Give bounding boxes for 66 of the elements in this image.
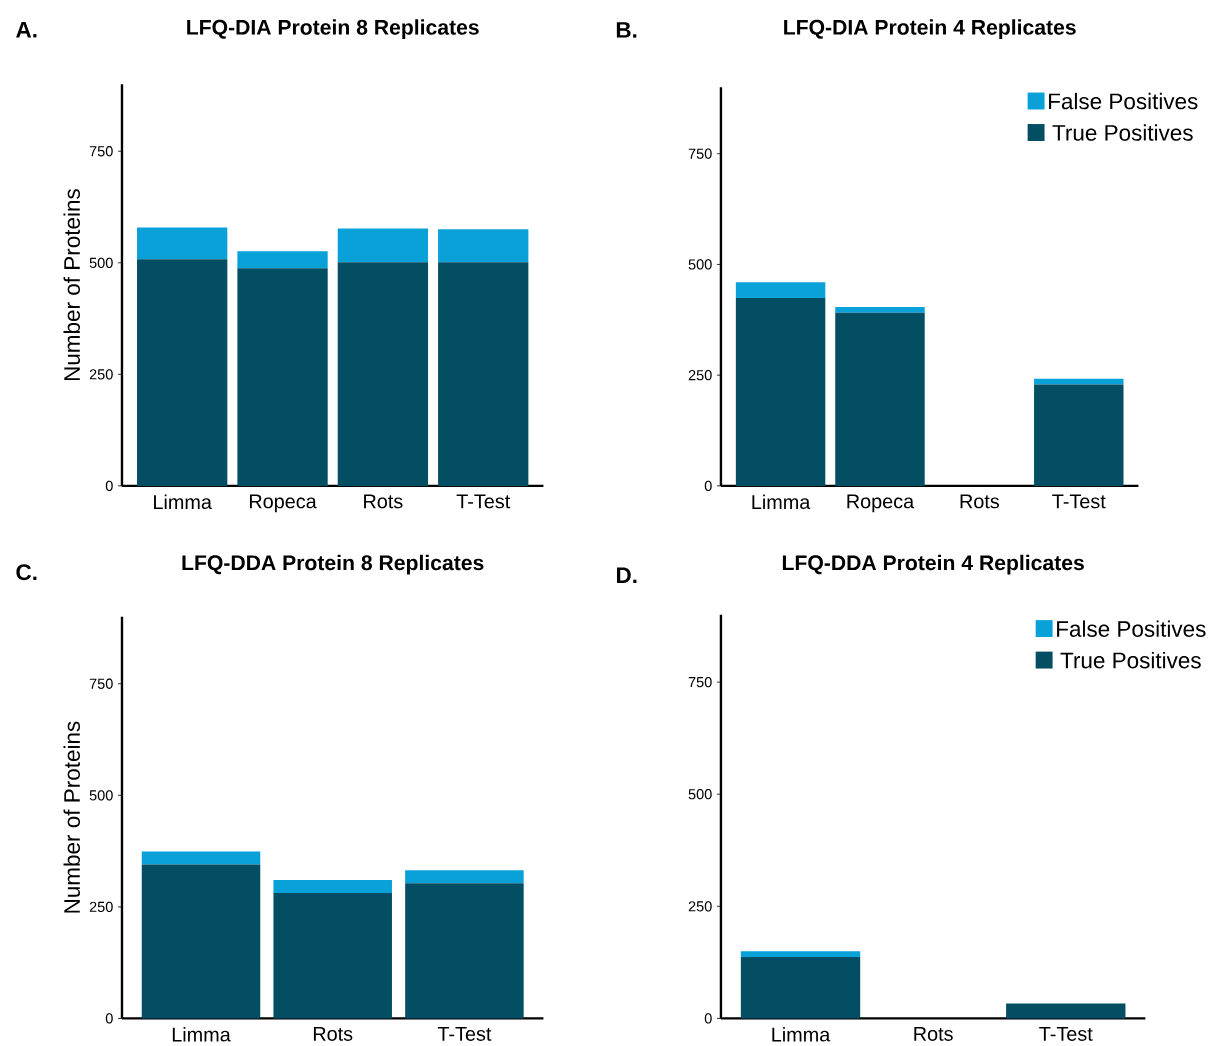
bar — [740, 956, 861, 1019]
y-tick-label: 750 — [89, 678, 113, 689]
bar — [735, 282, 826, 299]
bar — [337, 228, 429, 263]
chart-title: LFQ-DDA Protein 8 Replicates — [182, 554, 484, 575]
y-axis-title: Number of Proteins — [63, 189, 80, 381]
x-tick-label: Ropeca — [249, 494, 317, 513]
x-tick-label: Limma — [752, 494, 811, 510]
bar — [273, 880, 392, 894]
bar — [137, 227, 228, 260]
bar — [141, 851, 261, 865]
bar — [835, 306, 925, 313]
legend-label: False Positives — [1049, 92, 1198, 110]
bar — [405, 870, 524, 884]
y-tick-label: 0 — [105, 1013, 113, 1024]
bar — [438, 229, 529, 263]
y-tick-label: 500 — [688, 789, 712, 800]
bar — [438, 262, 529, 486]
chart-title: LFQ-DIA Protein 4 Replicates — [784, 19, 1076, 39]
legend-label: True Positives — [1060, 651, 1201, 669]
legend-label: True Positives — [1052, 124, 1193, 141]
bar — [740, 951, 861, 957]
legend-label: False Positives — [1057, 620, 1206, 637]
text: A. — [16, 21, 37, 38]
y-tick-label: 250 — [688, 370, 712, 381]
y-tick-label: 0 — [704, 480, 712, 492]
x-tick-label: Rots — [914, 1027, 953, 1041]
x-tick-label: T-Test — [437, 1027, 492, 1041]
y-tick-label: 500 — [688, 259, 712, 270]
bar — [237, 251, 328, 269]
y-tick-label: 500 — [89, 790, 113, 801]
x-tick-label: Rots — [960, 494, 1000, 509]
bar — [1034, 384, 1124, 486]
y-tick-label: 250 — [89, 369, 113, 380]
x-tick-label: Rots — [313, 1027, 353, 1041]
x-tick-label: T-Test — [456, 494, 511, 509]
x-tick-label: Rots — [364, 494, 403, 509]
bar — [835, 312, 925, 486]
bar — [273, 893, 392, 1019]
y-tick-label: 750 — [688, 148, 712, 159]
bar — [141, 864, 261, 1019]
x-tick-label: Limma — [172, 1027, 231, 1042]
bar — [405, 883, 524, 1019]
y-tick-label: 500 — [89, 257, 113, 268]
text: B. — [616, 22, 637, 38]
text: D. — [616, 567, 637, 583]
x-tick-label: Ropeca — [847, 494, 915, 513]
bar — [137, 259, 228, 486]
x-tick-label: Limma — [772, 1027, 831, 1042]
y-tick-label: 250 — [89, 901, 113, 912]
y-tick-label: 750 — [688, 676, 712, 688]
y-tick-label: 0 — [105, 480, 113, 492]
x-tick-label: T-Test — [1039, 1027, 1093, 1041]
bar — [237, 268, 328, 486]
y-axis-title: Number of Proteins — [63, 721, 80, 913]
bar — [1006, 1003, 1126, 1019]
chart-title: LFQ-DDA Protein 4 Replicates — [782, 554, 1084, 575]
y-tick-label: 250 — [688, 901, 712, 912]
y-tick-label: 0 — [704, 1013, 712, 1024]
bar — [337, 262, 429, 486]
chart-title: LFQ-DIA Protein 8 Replicates — [187, 19, 479, 39]
y-tick-label: 750 — [89, 146, 113, 157]
bar — [735, 298, 826, 486]
x-tick-label: Limma — [154, 494, 212, 510]
text: C. — [16, 564, 37, 581]
x-tick-label: T-Test — [1052, 494, 1106, 509]
